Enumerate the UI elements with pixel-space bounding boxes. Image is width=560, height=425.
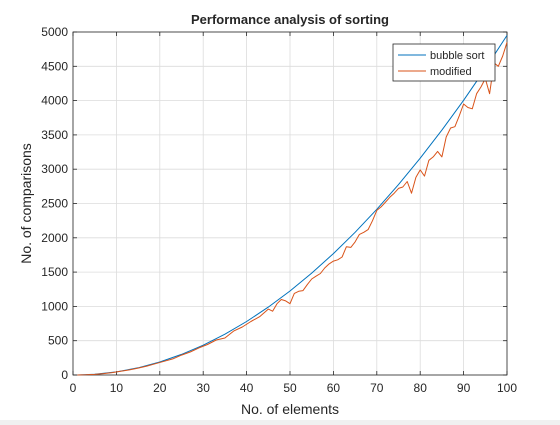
- series-line-modified: [77, 42, 508, 376]
- x-tick-label: 60: [327, 381, 341, 395]
- y-tick-label: 0: [61, 368, 68, 382]
- y-tick-label: 3500: [41, 128, 68, 142]
- x-tick-label: 30: [197, 381, 211, 395]
- x-tick-label: 0: [70, 381, 77, 395]
- x-tick-label: 80: [414, 381, 428, 395]
- y-tick-label: 3000: [41, 162, 68, 176]
- x-tick-label: 70: [370, 381, 384, 395]
- legend-label-modified: modified: [430, 66, 472, 78]
- y-tick-label: 1000: [41, 299, 68, 313]
- y-tick-label: 2500: [41, 197, 68, 211]
- series-line-bubble-sort: [77, 35, 508, 376]
- x-tick-label: 20: [153, 381, 167, 395]
- x-tick-label: 100: [497, 381, 517, 395]
- x-tick-label: 90: [457, 381, 471, 395]
- legend-box: [392, 43, 496, 82]
- y-tick-label: 500: [48, 334, 68, 348]
- x-tick-label: 40: [240, 381, 254, 395]
- y-tick-label: 4000: [41, 94, 68, 108]
- legend-label-bubble-sort: bubble sort: [430, 50, 484, 62]
- chart-title: Performance analysis of sorting: [191, 12, 389, 27]
- y-tick-label: 5000: [41, 25, 68, 39]
- y-tick-label: 2000: [41, 231, 68, 245]
- y-tick-label: 1500: [41, 265, 68, 279]
- y-axis-label: No. of comparisons: [18, 143, 34, 264]
- x-tick-label: 10: [110, 381, 124, 395]
- y-tick-label: 4500: [41, 59, 68, 73]
- x-axis-label: No. of elements: [241, 401, 339, 417]
- x-tick-label: 50: [283, 381, 297, 395]
- axes: 0 10 20 30 40 50 60 70 80 90 100050010001500200025…: [41, 25, 517, 395]
- legend: bubble sort modified: [392, 43, 496, 82]
- series-lines: [77, 35, 508, 376]
